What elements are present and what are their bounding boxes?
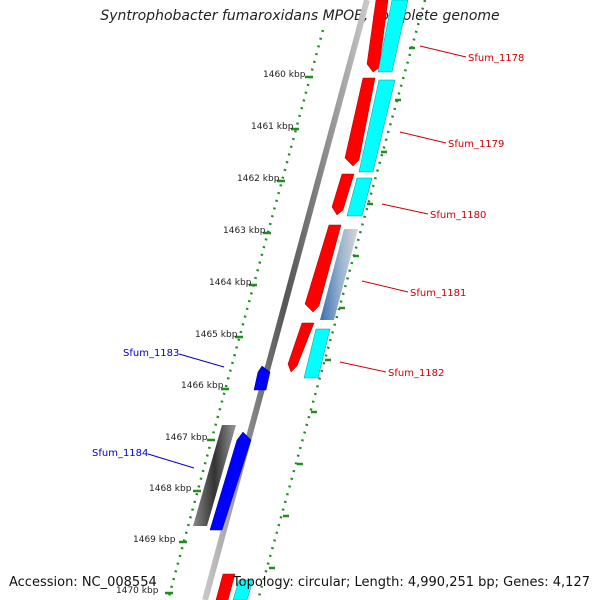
cds-sfum-1181[interactable] xyxy=(304,224,342,313)
kbp-label: 1461 kbp xyxy=(251,122,294,132)
genome-summary-text: Topology: circular; Length: 4,990,251 bp… xyxy=(232,575,590,590)
cds-next-red[interactable] xyxy=(215,573,236,600)
cyan-cds[interactable] xyxy=(303,328,331,379)
gene-label-sfum-1181[interactable]: Sfum_1181 xyxy=(410,288,466,299)
gene-label-sfum-1183[interactable]: Sfum_1183 xyxy=(123,348,179,359)
kbp-label: 1464 kbp xyxy=(209,278,252,288)
kbp-label: 1467 kbp xyxy=(165,433,208,443)
reverse-leaders xyxy=(147,353,225,469)
kbp-ticks xyxy=(165,75,313,595)
cds-sfum-1182[interactable] xyxy=(287,322,315,373)
gene-label-sfum-1182[interactable]: Sfum_1182 xyxy=(388,368,444,379)
cyan-cds[interactable] xyxy=(377,0,409,73)
forward-leaders xyxy=(339,45,467,373)
cds-sfum-1179[interactable] xyxy=(344,77,376,167)
kbp-label: 1469 kbp xyxy=(133,535,176,545)
forward-cds-track xyxy=(215,0,389,600)
cyan-cds-track xyxy=(232,0,409,600)
cds-sfum-1183[interactable] xyxy=(253,365,271,391)
gene-label-sfum-1184[interactable]: Sfum_1184 xyxy=(92,448,148,459)
accession-text: Accession: NC_008554 xyxy=(9,575,157,590)
kbp-label: 1465 kbp xyxy=(195,330,238,340)
reverse-cds-track xyxy=(209,365,271,531)
inner-tick-rail xyxy=(166,29,325,600)
cyan-cds[interactable] xyxy=(232,579,254,600)
cds-sfum-1184[interactable] xyxy=(209,431,252,531)
gene-label-sfum-1179[interactable]: Sfum_1179 xyxy=(448,139,504,150)
cyan-cds[interactable] xyxy=(358,79,396,173)
outer-ticks xyxy=(269,46,415,570)
cds-sfum-1178[interactable] xyxy=(366,0,389,73)
cyan-cds[interactable] xyxy=(346,177,373,217)
steel-cds[interactable] xyxy=(320,229,358,320)
gene-label-sfum-1180[interactable]: Sfum_1180 xyxy=(430,210,486,221)
cds-sfum-1180[interactable] xyxy=(331,173,355,216)
kbp-label: 1470 kbp xyxy=(116,586,159,596)
kbp-label: 1462 kbp xyxy=(237,174,280,184)
genome-backbone xyxy=(202,0,370,600)
kbp-label: 1460 kbp xyxy=(263,70,306,80)
grey-cds[interactable] xyxy=(193,425,236,526)
kbp-label: 1466 kbp xyxy=(181,381,224,391)
kbp-label: 1468 kbp xyxy=(149,484,192,494)
kbp-label: 1463 kbp xyxy=(223,226,266,236)
gene-label-sfum-1178[interactable]: Sfum_1178 xyxy=(468,53,524,64)
